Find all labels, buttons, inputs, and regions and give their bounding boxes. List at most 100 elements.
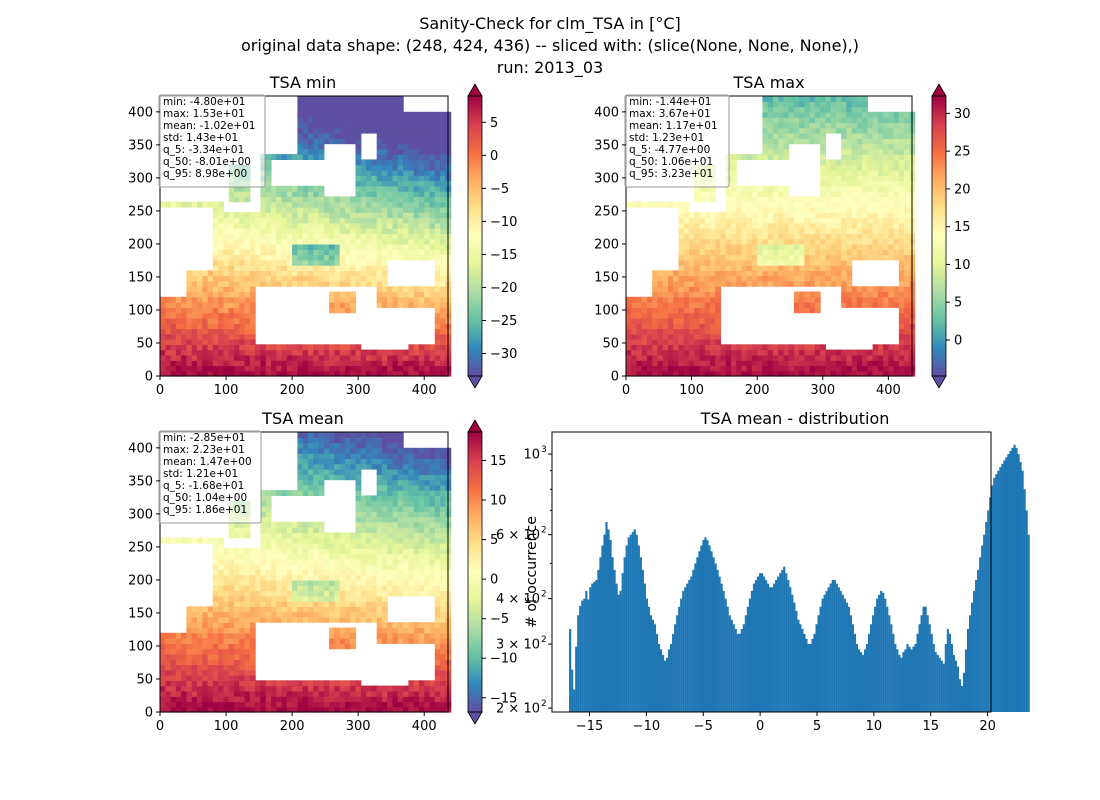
map-cell — [360, 354, 367, 361]
map-cell — [186, 680, 193, 687]
map-cell — [626, 339, 632, 345]
map-cell — [387, 196, 394, 203]
map-cell — [893, 122, 900, 129]
map-cell — [218, 317, 224, 324]
map-cell — [350, 302, 357, 308]
map-cell — [292, 265, 298, 271]
map-cell — [856, 254, 863, 261]
map-cell — [904, 259, 910, 266]
map-cell — [835, 370, 842, 377]
map-cell — [202, 307, 209, 314]
map-cell — [302, 611, 309, 618]
map-cell — [313, 212, 320, 219]
map-cell — [271, 243, 277, 250]
map-cell — [814, 354, 821, 361]
map-cell — [281, 558, 288, 565]
map-cell — [647, 344, 653, 351]
map-cell — [329, 643, 335, 650]
map-cell — [397, 122, 404, 129]
map-cell — [318, 685, 325, 692]
map-cell — [694, 354, 700, 361]
map-cell — [308, 185, 314, 192]
map-cell — [403, 302, 409, 308]
map-cell — [424, 243, 431, 250]
map-cell — [413, 217, 420, 224]
map-cell — [631, 333, 637, 340]
map-cell — [778, 349, 784, 356]
map-cell — [249, 548, 256, 555]
map-cell — [413, 117, 420, 123]
map-cell — [694, 280, 700, 287]
map-cell — [170, 365, 177, 372]
map-cell — [376, 243, 383, 250]
map-cell — [408, 548, 415, 555]
map-cell — [683, 307, 690, 314]
map-cell — [218, 201, 224, 208]
map-cell — [429, 632, 436, 639]
map-cell — [841, 249, 847, 256]
map-cell — [835, 254, 842, 261]
map-cell — [851, 228, 858, 234]
map-cell — [820, 154, 826, 160]
map-cell — [751, 238, 758, 245]
map-cell — [799, 259, 805, 266]
map-cell — [715, 328, 721, 335]
map-cell — [212, 685, 219, 692]
map-cell — [772, 275, 779, 282]
map-cell — [626, 302, 632, 308]
map-cell — [244, 243, 251, 250]
map-cell — [662, 270, 669, 277]
map-cell — [846, 111, 853, 118]
map-cell — [207, 280, 214, 287]
map-cell — [223, 659, 230, 666]
map-cell — [339, 212, 346, 219]
map-cell — [175, 696, 182, 703]
map-cell — [440, 590, 446, 597]
map-cell — [355, 217, 362, 224]
map-cell — [841, 170, 847, 176]
map-cell — [249, 669, 256, 676]
map-cell — [757, 254, 763, 261]
map-cell — [799, 106, 805, 113]
map-cell — [276, 196, 283, 203]
map-cell — [841, 196, 847, 203]
map-cell — [366, 569, 372, 576]
map-cell — [741, 360, 748, 367]
map-cell — [424, 127, 431, 134]
map-cell — [710, 344, 716, 351]
map-cell — [898, 159, 905, 166]
map-cell — [689, 243, 695, 250]
map-cell — [286, 370, 293, 377]
map-cell — [699, 286, 706, 293]
map-cell — [841, 133, 847, 139]
map-cell — [360, 280, 367, 287]
map-cell — [647, 349, 653, 356]
map-cell — [835, 280, 842, 287]
map-cell — [297, 344, 304, 351]
map-cell — [371, 117, 378, 123]
map-cell — [418, 243, 425, 250]
map-cell — [741, 228, 748, 234]
map-cell — [181, 632, 187, 639]
map-cell — [440, 201, 446, 208]
map-cell — [694, 228, 700, 234]
map-cell — [704, 233, 711, 240]
map-cell — [381, 690, 388, 697]
map-cell — [657, 333, 664, 340]
map-cell — [647, 307, 653, 314]
map-cell — [350, 280, 357, 287]
map-cell — [234, 669, 240, 676]
map-cell — [898, 196, 905, 203]
map-cell — [329, 228, 335, 234]
map-cell — [265, 606, 272, 613]
map-cell — [376, 249, 383, 256]
map-cell — [772, 122, 779, 129]
map-cell — [799, 370, 805, 377]
map-cell — [778, 238, 784, 245]
map-cell — [271, 265, 277, 271]
map-cell — [260, 259, 267, 266]
map-cell — [387, 222, 394, 229]
map-cell — [234, 675, 240, 681]
map-cell — [160, 354, 166, 361]
map-cell — [814, 275, 821, 282]
